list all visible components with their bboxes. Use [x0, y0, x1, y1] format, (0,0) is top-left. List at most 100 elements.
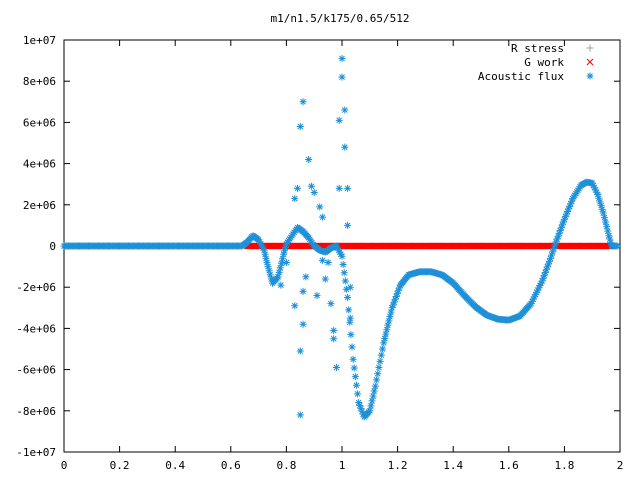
acoustic-flux-point	[371, 382, 379, 390]
acoustic-flux-point	[557, 224, 565, 232]
acoustic-flux-point	[390, 298, 398, 306]
acoustic-flux-point	[257, 240, 265, 248]
acoustic-flux-point	[341, 143, 349, 151]
acoustic-flux-point	[599, 209, 607, 217]
data-marks	[60, 55, 621, 421]
acoustic-flux-point	[330, 335, 338, 343]
acoustic-flux-point	[540, 271, 548, 279]
acoustic-flux-point	[321, 275, 329, 283]
acoustic-flux-point	[280, 250, 288, 258]
x-tick-label: 1.8	[554, 459, 574, 472]
acoustic-flux-point	[344, 294, 352, 301]
acoustic-flux-point	[302, 273, 310, 281]
x-tick-label: 2	[617, 459, 624, 472]
acoustic-flux-point	[291, 195, 299, 203]
acoustic-flux-point	[310, 188, 318, 196]
acoustic-flux-point	[552, 238, 560, 246]
acoustic-flux-point	[256, 238, 264, 246]
y-tick-label: 1e+07	[23, 34, 56, 47]
acoustic-flux-point	[296, 347, 304, 355]
acoustic-flux-point	[560, 215, 568, 223]
legend-swatch-r-stress	[586, 44, 594, 52]
acoustic-flux-point	[380, 339, 388, 347]
acoustic-flux-point	[550, 244, 558, 252]
acoustic-flux-point	[294, 184, 302, 192]
y-tick-label: -1e+07	[16, 446, 56, 459]
acoustic-flux-point	[374, 370, 382, 378]
acoustic-flux-point	[551, 241, 559, 249]
acoustic-flux-point	[299, 98, 307, 106]
acoustic-flux-point	[276, 264, 284, 272]
acoustic-flux-point	[336, 248, 344, 256]
acoustic-flux-point	[319, 213, 327, 221]
y-tick-label: 4e+06	[23, 158, 56, 171]
acoustic-flux-point	[344, 221, 352, 229]
acoustic-flux-point	[544, 260, 552, 268]
acoustic-flux-point	[553, 235, 561, 243]
acoustic-flux-point	[395, 284, 403, 292]
acoustic-flux-point	[529, 295, 537, 303]
acoustic-flux-point	[383, 326, 391, 334]
acoustic-flux-point	[335, 116, 343, 124]
acoustic-flux-point	[291, 302, 299, 310]
acoustic-flux-point	[548, 251, 556, 259]
acoustic-flux-point	[388, 304, 396, 312]
acoustic-flux-point	[346, 283, 354, 291]
acoustic-flux-point	[316, 203, 324, 211]
acoustic-flux-point	[299, 287, 307, 295]
acoustic-flux-point	[597, 202, 605, 210]
acoustic-flux-point	[260, 246, 268, 254]
acoustic-flux-point	[531, 291, 539, 299]
acoustic-flux-point	[274, 273, 282, 281]
acoustic-flux-point	[296, 123, 304, 131]
acoustic-flux-point	[391, 295, 399, 303]
acoustic-flux-point	[338, 252, 346, 260]
x-tick-label: 0.6	[221, 459, 241, 472]
acoustic-flux-point	[394, 287, 402, 295]
acoustic-flux-point	[368, 397, 376, 405]
acoustic-flux-point	[339, 261, 347, 269]
acoustic-flux-point	[559, 218, 567, 226]
acoustic-flux-point	[528, 297, 536, 305]
acoustic-flux-point	[357, 404, 365, 412]
acoustic-flux-point	[264, 263, 272, 271]
x-tick-label: 0	[61, 459, 68, 472]
legend-swatches	[586, 44, 594, 80]
acoustic-flux-point	[533, 288, 541, 296]
acoustic-flux-point	[342, 285, 350, 293]
acoustic-flux-point	[281, 247, 289, 255]
acoustic-flux-point	[255, 236, 263, 244]
x-tick-label: 1.2	[388, 459, 408, 472]
acoustic-flux-point	[341, 277, 349, 285]
acoustic-flux-point	[376, 357, 384, 365]
acoustic-flux-point	[547, 254, 554, 262]
acoustic-flux-point	[568, 197, 576, 205]
acoustic-flux-point	[262, 254, 270, 262]
acoustic-flux-point	[590, 184, 598, 192]
legend-swatch-acoustic-flux	[586, 72, 594, 80]
legend-label-g-work: G work	[524, 56, 564, 69]
x-tick-label: 0.8	[276, 459, 296, 472]
acoustic-flux-point	[377, 351, 385, 359]
acoustic-flux-point	[332, 364, 340, 372]
acoustic-flux-point	[604, 227, 612, 235]
acoustic-flux-point	[352, 381, 360, 389]
y-tick-label: -2e+06	[16, 281, 56, 294]
x-tick-label: 0.2	[110, 459, 130, 472]
acoustic-flux-point	[561, 213, 569, 221]
y-tick-label: -4e+06	[16, 322, 56, 335]
acoustic-flux-point	[277, 281, 285, 289]
acoustic-flux-point	[545, 257, 553, 265]
acoustic-flux-point	[537, 279, 545, 287]
acoustic-flux-point	[384, 321, 392, 329]
x-tick-label: 0.4	[165, 459, 185, 472]
acoustic-flux-point	[350, 364, 358, 372]
y-tick-label: -8e+06	[16, 405, 56, 418]
acoustic-flux-point	[346, 318, 354, 326]
x-tick-label: 1	[339, 459, 346, 472]
acoustic-flux-point	[588, 179, 596, 187]
acoustic-flux-point	[593, 188, 601, 196]
acoustic-flux-point	[307, 182, 315, 190]
acoustic-flux-point	[595, 194, 603, 202]
acoustic-flux-point	[565, 205, 573, 213]
